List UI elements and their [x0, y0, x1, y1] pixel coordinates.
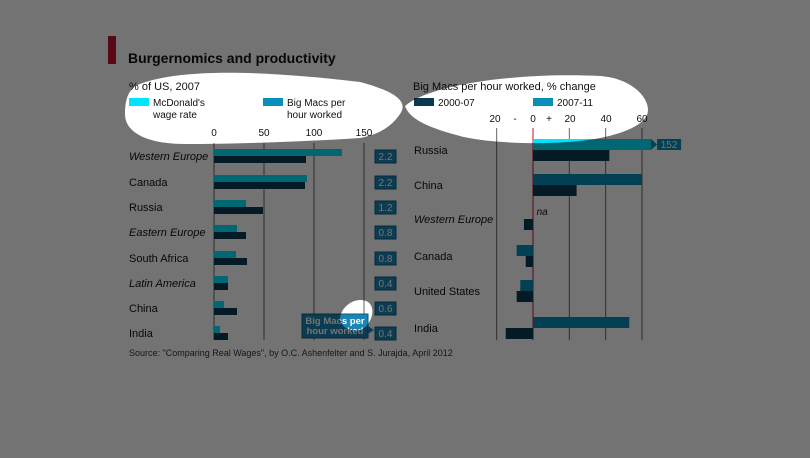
right-category-label: Canada: [414, 251, 453, 263]
left-x-tick-label: 0: [211, 128, 217, 139]
legend-swatch-2000-07: [414, 98, 434, 106]
right-x-tick-label: 40: [600, 114, 612, 125]
right-x-tick-label: 20: [489, 114, 501, 125]
right-x-tick-label: 60: [636, 114, 648, 125]
legend-swatch-bigmacs: [263, 98, 283, 106]
bar-bigmacs: [214, 156, 306, 163]
bar-bigmacs: [214, 308, 237, 315]
left-category-label: Latin America: [129, 278, 196, 290]
value-label: 1.2: [379, 203, 393, 214]
bar-2007-11: [533, 174, 642, 185]
bar-bigmacs: [214, 283, 228, 290]
bar-bigmacs: [214, 258, 247, 265]
bar-2007-11: [533, 139, 652, 150]
right-category-label: United States: [414, 286, 481, 298]
value-label: 0.8: [379, 254, 393, 265]
bar-bigmacs: [214, 333, 228, 340]
bar-wage-rate: [214, 225, 237, 232]
bar-2007-11: [520, 280, 533, 291]
legend-label-wage-2: wage rate: [152, 110, 197, 121]
left-x-tick-label: 100: [306, 128, 323, 139]
chart-title: Burgernomics and productivity: [128, 50, 336, 66]
legend-label-bigmacs-2: hour worked: [287, 110, 342, 121]
value-label: 0.8: [379, 228, 393, 239]
bar-wage-rate: [214, 251, 236, 258]
source-note: Source: "Comparing Real Wages", by O.C. …: [129, 348, 453, 358]
bar-2000-07: [516, 291, 533, 302]
bar-2000-07: [533, 185, 577, 196]
legend-label-bigmacs: Big Macs per: [287, 98, 346, 109]
left-category-label: Western Europe: [129, 151, 208, 163]
bar-wage-rate: [214, 326, 220, 333]
left-category-label: South Africa: [129, 253, 189, 265]
na-label: na: [537, 207, 549, 218]
right-x-tick-label: +: [546, 114, 552, 125]
right-category-label: China: [414, 180, 444, 192]
overflow-label: 152: [661, 140, 678, 151]
left-x-tick-label: 150: [356, 128, 373, 139]
legend-label-wage: McDonald's: [153, 98, 205, 109]
bar-2000-07: [533, 150, 610, 161]
annotation-text-2: hour worked: [306, 326, 363, 337]
bar-2000-07: [505, 328, 533, 339]
right-x-tick-label: 20: [564, 114, 576, 125]
bar-wage-rate: [214, 200, 246, 207]
bar-wage-rate: [214, 175, 307, 182]
left-category-label: Russia: [129, 202, 164, 214]
left-category-label: Canada: [129, 177, 168, 189]
bar-2000-07: [525, 256, 533, 267]
bar-2007-11: [516, 245, 533, 256]
legend-swatch-2007-11: [533, 98, 553, 106]
legend-label-2007-11: 2007-11: [557, 98, 593, 109]
left-category-label: Eastern Europe: [129, 227, 205, 239]
right-x-tick-label: 0: [530, 114, 536, 125]
legend-label-2000-07: 2000-07: [438, 98, 475, 109]
value-label: 2.2: [379, 152, 393, 163]
bar-2007-11: [533, 317, 630, 328]
left-x-tick-label: 50: [258, 128, 270, 139]
overflow-arrow: [651, 139, 658, 150]
annotation-arrow: [368, 326, 374, 334]
bar-wage-rate: [214, 276, 228, 283]
value-label: 0.4: [379, 279, 393, 290]
bar-bigmacs: [214, 232, 246, 239]
value-label: 0.4: [379, 329, 393, 340]
bar-bigmacs: [214, 182, 305, 189]
right-panel: 2000-07 2007-11 20 - 0 +20 40 60 Russia 152 China W…: [414, 98, 682, 340]
right-category-label: Russia: [414, 145, 449, 157]
legend-swatch-wage: [129, 98, 149, 106]
left-category-label: China: [129, 303, 159, 315]
bar-wage-rate: [214, 149, 342, 156]
left-subtitle: % of US, 2007: [129, 81, 200, 93]
right-category-label: Western Europe: [414, 214, 493, 226]
bar-2000-07: [523, 219, 533, 230]
right-category-label: India: [414, 323, 439, 335]
left-category-label: India: [129, 328, 154, 340]
bar-wage-rate: [214, 301, 224, 308]
value-label: 2.2: [379, 178, 393, 189]
bar-bigmacs: [214, 207, 263, 214]
right-x-tick-label: -: [513, 114, 516, 125]
right-subtitle: Big Macs per hour worked, % change: [413, 81, 596, 93]
value-label: 0.6: [379, 304, 393, 315]
